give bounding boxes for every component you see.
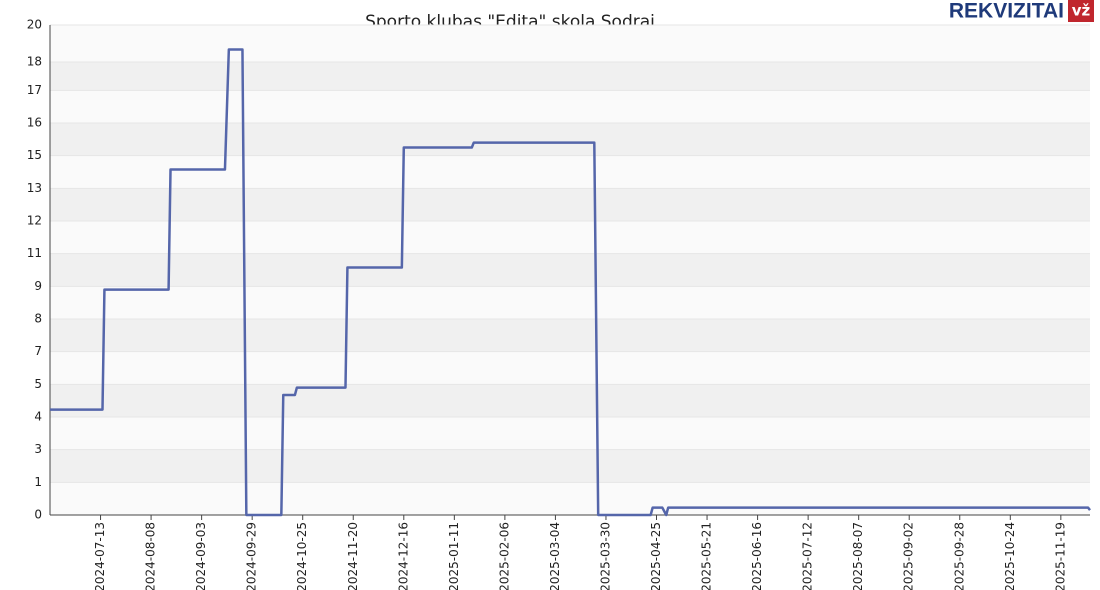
grid-band xyxy=(50,90,1090,123)
y-tick-label: 7 xyxy=(34,344,42,358)
grid-band xyxy=(50,449,1090,483)
grid-band xyxy=(50,188,1090,221)
y-tick-label: 1 xyxy=(34,475,42,489)
grid-band xyxy=(50,319,1090,352)
x-tick-label: 2024-12-16 xyxy=(396,522,410,590)
y-tick-label: 8 xyxy=(34,312,42,326)
grid-band xyxy=(50,417,1090,450)
x-tick-label: 2024-11-20 xyxy=(346,522,360,590)
grid-band xyxy=(50,123,1090,156)
logo-badge-bg xyxy=(1068,0,1094,22)
y-tick-label: 5 xyxy=(34,377,42,391)
data-line xyxy=(50,48,1091,517)
x-tick-label: 2024-10-25 xyxy=(295,522,309,590)
grid-band xyxy=(50,25,1090,62)
x-tick-label: 2025-09-28 xyxy=(952,522,966,590)
y-tick-label: 12 xyxy=(27,214,42,228)
grid-band xyxy=(50,286,1090,319)
grid-band xyxy=(50,351,1090,385)
x-tick-label: 2024-07-13 xyxy=(93,522,107,590)
y-tick-label: 9 xyxy=(34,279,42,293)
y-tick-label: 18 xyxy=(27,54,42,68)
x-tick-label: 2025-02-06 xyxy=(497,522,511,590)
y-tick-label: 13 xyxy=(27,181,42,195)
x-tick-label: 2025-08-07 xyxy=(851,522,865,590)
y-tick-label: 15 xyxy=(27,148,42,162)
x-tick-label: 2025-04-25 xyxy=(649,522,663,590)
x-tick-label: 2024-08-08 xyxy=(144,522,158,590)
y-tick-label: 3 xyxy=(34,442,42,456)
y-tick-label: 4 xyxy=(34,410,42,424)
x-tick-label: 2025-03-04 xyxy=(548,522,562,590)
x-tick-label: 2025-10-24 xyxy=(1003,522,1017,590)
logo-text: REKVIZITAI xyxy=(949,0,1064,23)
x-tick-label: 2025-01-11 xyxy=(447,522,461,590)
y-tick-label: 20 xyxy=(27,18,42,32)
x-tick-label: 2025-05-21 xyxy=(700,522,714,590)
y-tick-label: 16 xyxy=(27,116,42,130)
y-tick-label: 17 xyxy=(27,83,42,97)
grid-band xyxy=(50,482,1090,515)
grid-band xyxy=(50,61,1090,91)
y-tick-label: 11 xyxy=(27,246,42,260)
grid-band xyxy=(50,221,1090,254)
logo-badge: vž xyxy=(1072,2,1091,20)
grid-band xyxy=(50,384,1090,417)
x-tick-label: 2024-09-03 xyxy=(194,522,208,590)
x-tick-label: 2025-03-30 xyxy=(598,522,612,590)
y-tick-label: 0 xyxy=(34,508,42,522)
grid-band xyxy=(50,253,1090,287)
grid-band xyxy=(50,155,1090,189)
x-tick-label: 2025-09-02 xyxy=(902,522,916,590)
x-tick-label: 2024-09-29 xyxy=(245,522,259,590)
x-tick-label: 2025-07-12 xyxy=(801,522,815,590)
x-tick-label: 2025-06-16 xyxy=(750,522,764,590)
x-tick-label: 2025-11-19 xyxy=(1053,522,1067,590)
